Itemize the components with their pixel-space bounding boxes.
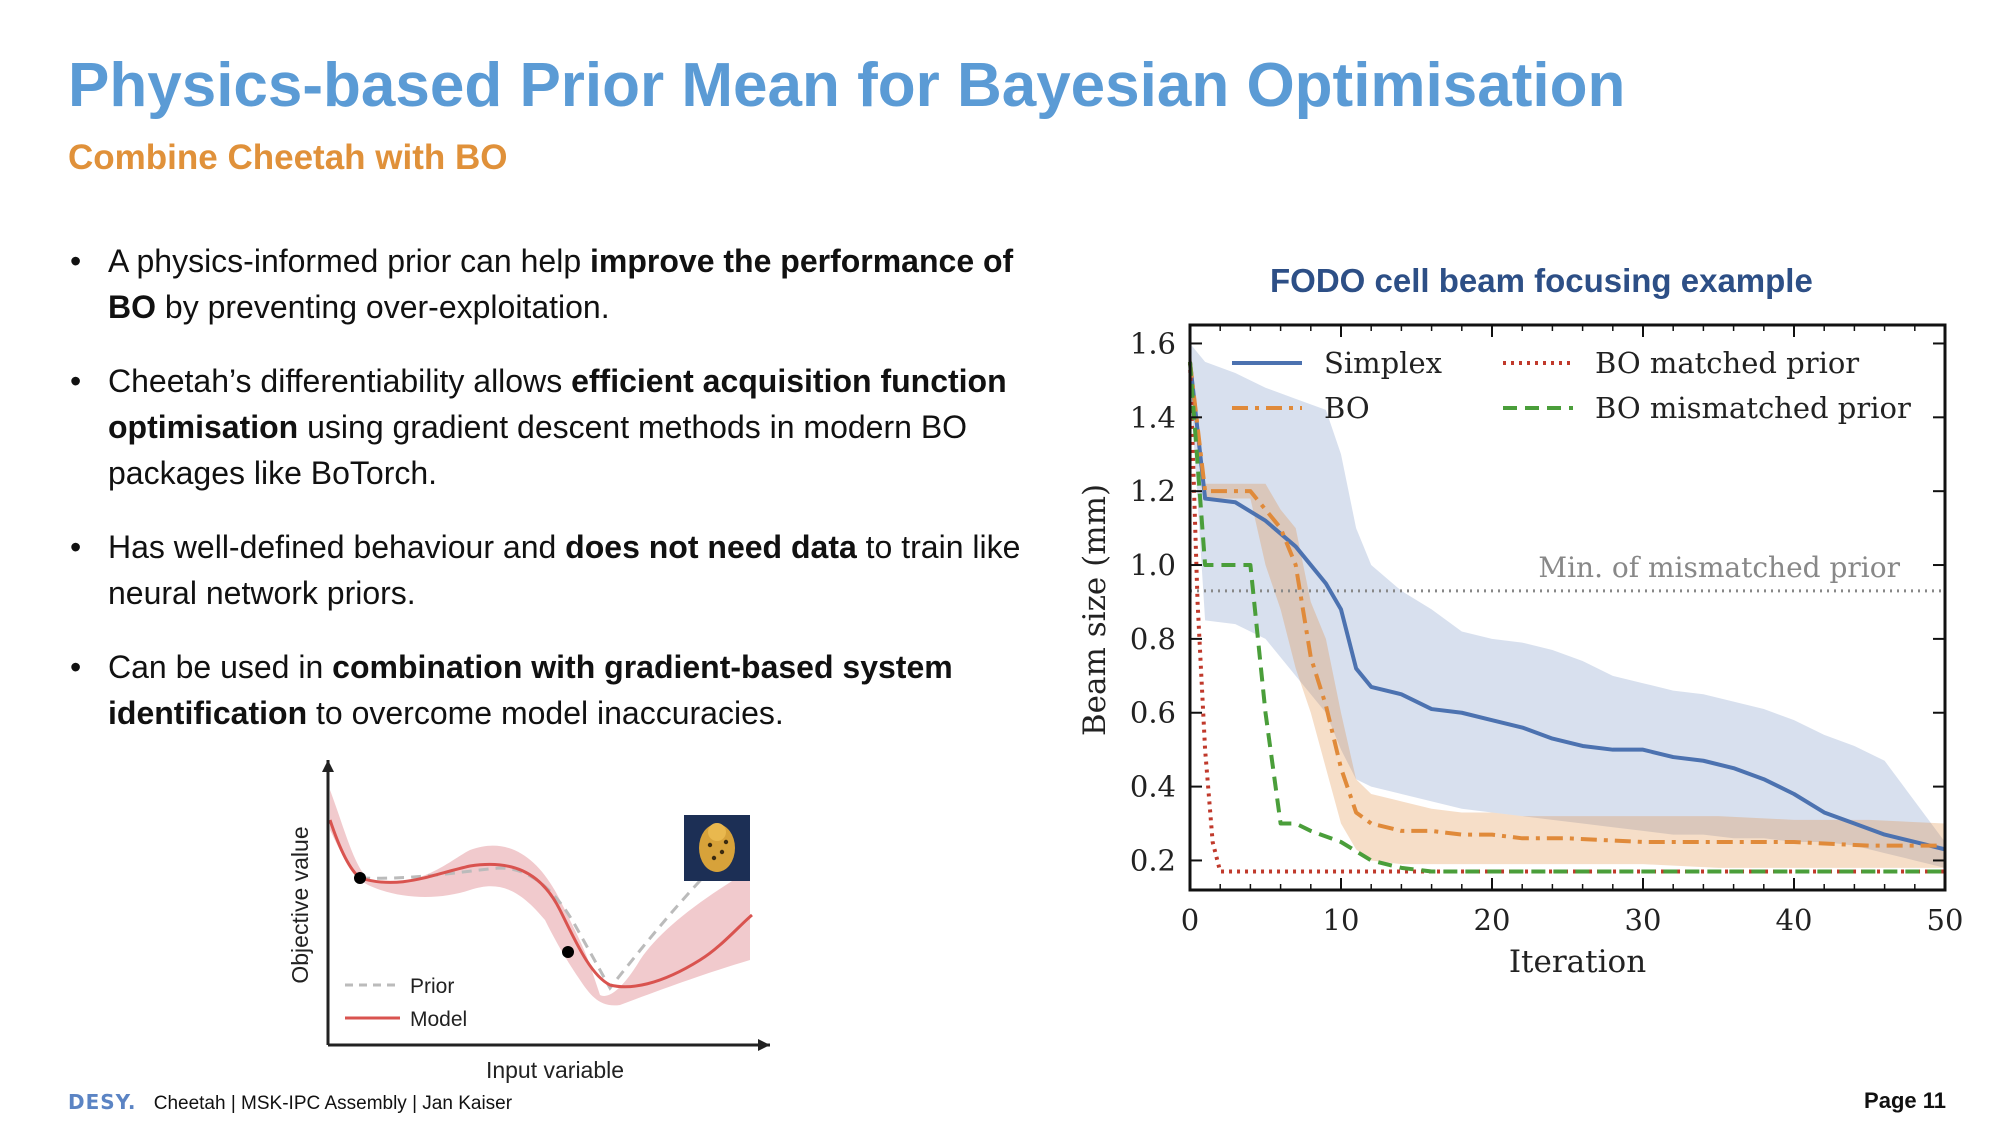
x-tick-label: 30 <box>1625 903 1662 937</box>
y-tick-label: 1.0 <box>1130 548 1176 582</box>
plot-frame <box>1188 323 1947 892</box>
slide-title: Physics-based Prior Mean for Bayesian Op… <box>68 51 1626 120</box>
observation-point <box>354 872 366 884</box>
legend-label: BO <box>1324 391 1370 425</box>
prior-line <box>359 836 742 991</box>
observation-point <box>562 946 574 958</box>
reference-line-label: Min. of mismatched prior <box>1538 551 1900 584</box>
bullet-text: to overcome model inaccuracies. <box>307 695 784 731</box>
bullet-symbol: • <box>70 529 82 565</box>
x-tick-label: 20 <box>1474 903 1511 937</box>
bullet-text: Can be used in <box>108 649 333 685</box>
bullet-list: • A physics-informed prior can help impro… <box>68 238 1048 764</box>
slide-subtitle: Combine Cheetah with BO <box>68 138 508 177</box>
bullet-text: A physics-informed prior can help <box>108 243 590 279</box>
x-axis-arrow <box>758 1039 770 1051</box>
footer-text: Cheetah | MSK-IPC Assembly | Jan Kaiser <box>153 1093 513 1114</box>
y-tick-label: 1.4 <box>1130 400 1176 434</box>
bullet-symbol: • <box>70 363 82 399</box>
y-tick-label: 0.2 <box>1130 843 1176 877</box>
cheetah-spot <box>723 839 729 845</box>
model-uncertainty-band <box>330 790 750 1006</box>
bullet-item: • A physics-informed prior can help impro… <box>68 238 1048 330</box>
bullet-text: to train like neural network priors. <box>108 529 1021 611</box>
x-tick-label: 50 <box>1927 903 1964 937</box>
y-tick-label: 1.2 <box>1130 474 1176 508</box>
y-tick-label: 0.8 <box>1130 622 1176 656</box>
bullet-item: • Can be used in combination with gradien… <box>68 644 1048 736</box>
confidence-band <box>1190 343 1945 868</box>
desy-logo: DESY. <box>68 1090 137 1114</box>
legend-label: BO matched prior <box>1595 346 1859 380</box>
bullet-item: • Has well-defined behaviour and does not… <box>68 524 1048 616</box>
y-axis-label: Beam size (mm) <box>1077 484 1113 736</box>
x-axis-label: Input variable <box>486 1057 624 1083</box>
y-axis-arrow <box>322 760 334 772</box>
legend-label: Model <box>410 1008 467 1031</box>
bullet-text: Cheetah’s differentiability allows <box>108 363 572 399</box>
x-axis-label: Iteration <box>1509 944 1646 980</box>
x-tick-label: 40 <box>1776 903 1813 937</box>
bullet-symbol: • <box>70 649 82 685</box>
series-line <box>1188 361 1945 874</box>
footer: DESY. Cheetah | MSK-IPC Assembly | Jan K… <box>68 1090 512 1115</box>
cheetah-image <box>684 815 750 881</box>
series-line <box>1188 361 1946 852</box>
chart-title: FODO cell beam focusing example <box>1270 262 1813 299</box>
bullet-bold-text: improve the performance of BO <box>108 243 1014 325</box>
legend-label: BO mismatched prior <box>1595 391 1911 425</box>
cheetah-head <box>708 823 726 841</box>
cheetah-spot <box>719 849 725 855</box>
y-tick-label: 1.6 <box>1130 326 1176 360</box>
bullet-bold-text: efficient acquisition function optimisat… <box>108 363 1007 445</box>
bullet-text: Has well-defined behaviour and <box>108 529 566 565</box>
bullet-bold-text: combination with gradient-based system i… <box>108 649 953 731</box>
bullet-symbol: • <box>70 243 82 279</box>
series-line <box>1188 361 1945 848</box>
bullet-bold-text: does not need data <box>565 529 857 565</box>
bullet-item: • Cheetah’s differentiability allows effi… <box>68 358 1048 496</box>
x-tick-label: 0 <box>1181 903 1199 937</box>
y-tick-label: 0.4 <box>1130 770 1176 804</box>
cheetah-spot <box>707 842 713 848</box>
y-tick-label: 0.6 <box>1130 696 1176 730</box>
bullet-text: using gradient descent methods in modern… <box>108 409 968 491</box>
legend-label: Simplex <box>1324 346 1442 380</box>
page-number: Page 11 <box>1864 1088 1946 1113</box>
cheetah-body <box>699 824 735 872</box>
y-axis-label: Objective value <box>287 826 313 983</box>
x-tick-label: 10 <box>1323 903 1360 937</box>
bullet-text: by preventing over-exploitation. <box>156 289 610 325</box>
legend-label: Prior <box>410 975 454 998</box>
cheetah-spot <box>711 855 717 861</box>
